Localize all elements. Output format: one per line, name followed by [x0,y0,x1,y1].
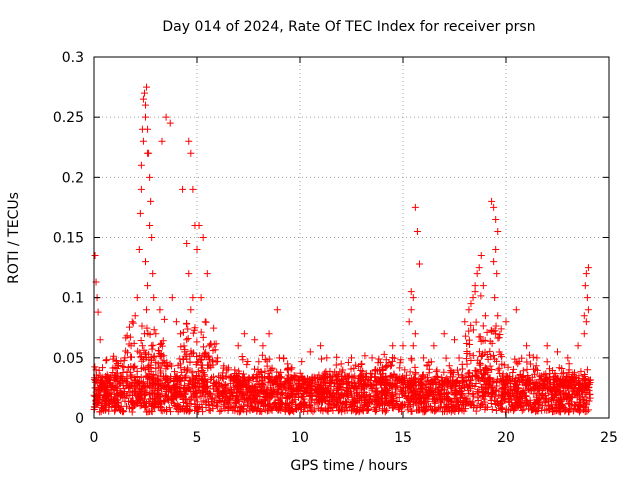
x-tick-label: 25 [600,430,618,446]
x-tick-label: 20 [497,430,515,446]
chart-title: Day 014 of 2024, Rate Of TEC Index for r… [162,19,535,35]
x-tick-label: 15 [394,430,412,446]
y-axis-label: ROTI / TECUs [6,192,22,284]
y-tick-label: 0.2 [62,170,84,186]
x-axis-label: GPS time / hours [290,458,407,474]
y-tick-label: 0.05 [53,351,84,367]
y-tick-label: 0.15 [53,231,84,247]
x-tick-label: 10 [291,430,309,446]
x-tick-label: 5 [193,430,202,446]
x-tick-label: 0 [90,430,99,446]
y-tick-label: 0.3 [62,50,84,66]
y-tick-label: 0.1 [62,291,84,307]
y-tick-label: 0 [75,411,84,427]
y-tick-label: 0.25 [53,110,84,126]
